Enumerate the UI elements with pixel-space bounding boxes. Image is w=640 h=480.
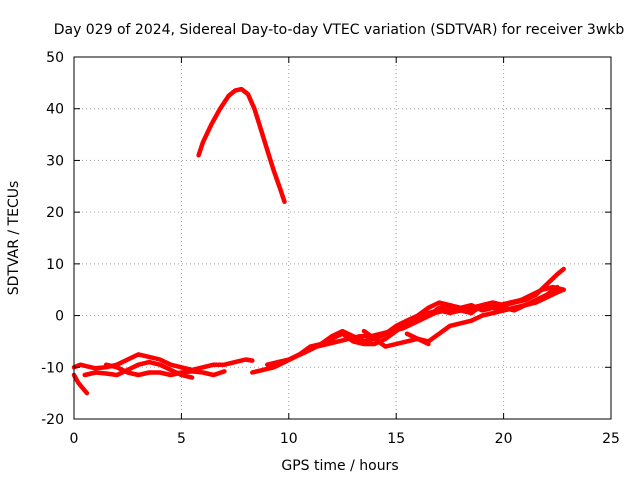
y-axis-label: SDTVAR / TECUs [6,181,22,296]
x-tick-label: 5 [177,431,186,447]
x-tick-label: 20 [495,431,513,447]
x-tick-label: 10 [280,431,298,447]
series-line [103,362,227,378]
y-tick-label: 30 [46,153,64,169]
x-axis-label: GPS time / hours [281,458,398,474]
x-tick-label: 25 [602,431,620,447]
series-line [71,372,90,396]
x-tick-label: 0 [70,431,79,447]
series-line [426,284,560,318]
y-tick-label: 10 [46,257,64,273]
axis-ticks: 0 5 10 15 20 25 -20 -10 0 10 20 30 40 50 [41,50,620,447]
series-line [196,86,287,205]
series-line [82,359,195,380]
grid [74,57,611,419]
y-tick-label: 20 [46,205,64,221]
series-line [361,302,528,349]
y-tick-label: 0 [55,309,64,325]
y-tick-label: 40 [46,102,64,118]
chart-title: Day 029 of 2024, Sidereal Day-to-day VTE… [54,22,625,38]
series-line [404,331,431,347]
data-series [71,86,566,396]
y-tick-label: -20 [41,412,64,428]
series-line [71,352,255,373]
y-tick-label: -10 [41,360,64,376]
x-tick-label: 15 [387,431,405,447]
plot-frame [73,56,612,420]
y-tick-label: 50 [46,50,64,66]
